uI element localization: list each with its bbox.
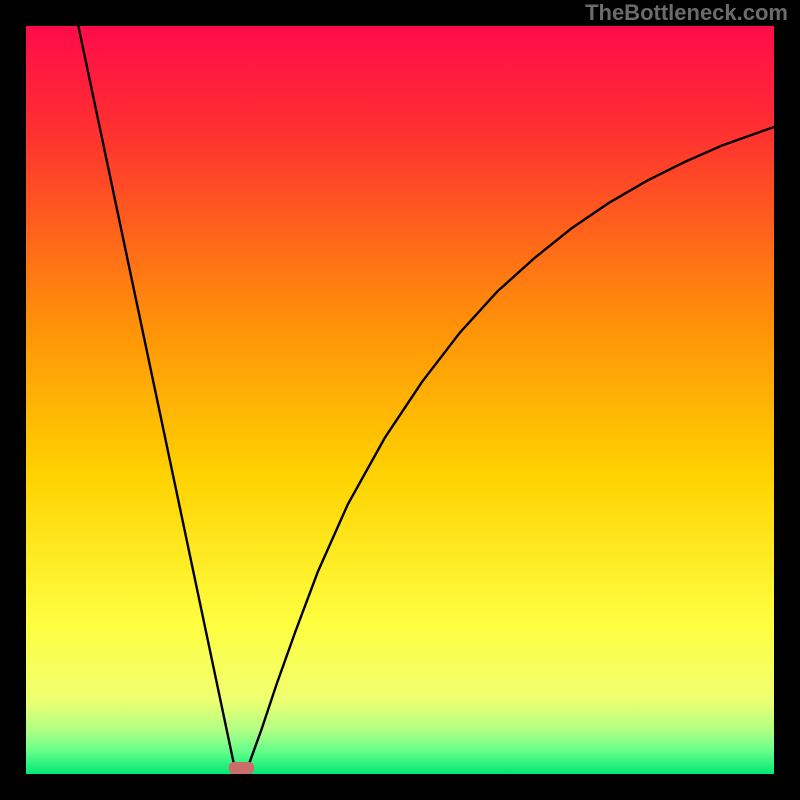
- vertex-marker: [229, 762, 254, 774]
- watermark-text: TheBottleneck.com: [585, 0, 788, 26]
- plot-svg: [26, 26, 774, 774]
- plot-area: [26, 26, 774, 774]
- gradient-background: [26, 26, 774, 774]
- chart-container: TheBottleneck.com: [0, 0, 800, 800]
